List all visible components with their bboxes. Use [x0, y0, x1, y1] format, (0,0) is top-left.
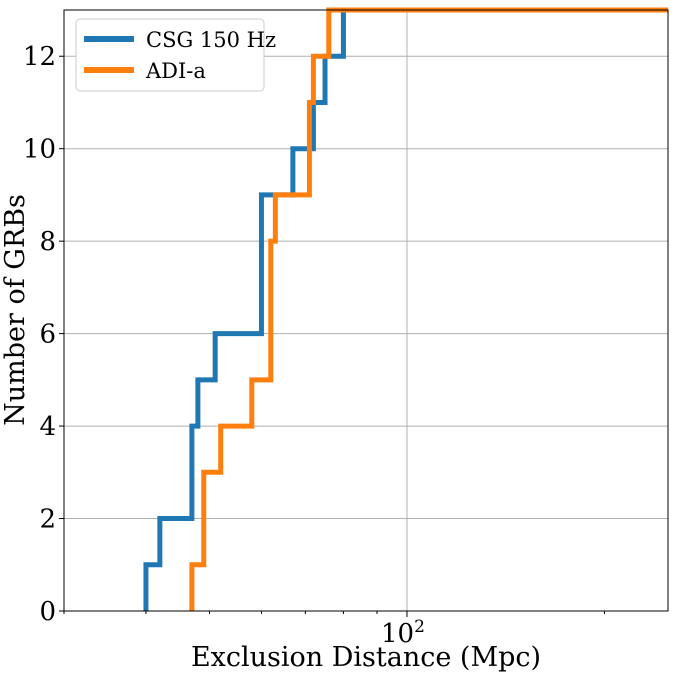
y-tick-label-12: 12 — [23, 42, 56, 72]
legend: CSG 150 Hz ADI-a — [75, 18, 276, 92]
x-axis-label: Exclusion Distance (Mpc) — [191, 642, 541, 673]
series-line-csg-150-hz — [143, 7, 668, 611]
x-tick-label-100: 102 — [381, 617, 425, 649]
y-tick-label-10: 10 — [23, 135, 56, 165]
ticks: 0 2 4 6 8 10 12 102 — [23, 42, 605, 649]
y-tick-label-6: 6 — [39, 320, 56, 350]
series-layer — [143, 7, 668, 611]
y-tick-label-4: 4 — [39, 412, 56, 442]
y-tick-label-8: 8 — [39, 227, 56, 257]
legend-label-adi-a: ADI-a — [145, 59, 206, 83]
y-axis-label: Number of GRBs — [0, 194, 31, 426]
y-tick-label-0: 0 — [39, 597, 56, 627]
plot-background — [64, 10, 668, 611]
y-tick-label-2: 2 — [39, 505, 56, 535]
series-line-adi-a — [189, 7, 668, 611]
plot-frame — [63, 9, 669, 612]
legend-label-csg-150-hz: CSG 150 Hz — [146, 28, 276, 52]
